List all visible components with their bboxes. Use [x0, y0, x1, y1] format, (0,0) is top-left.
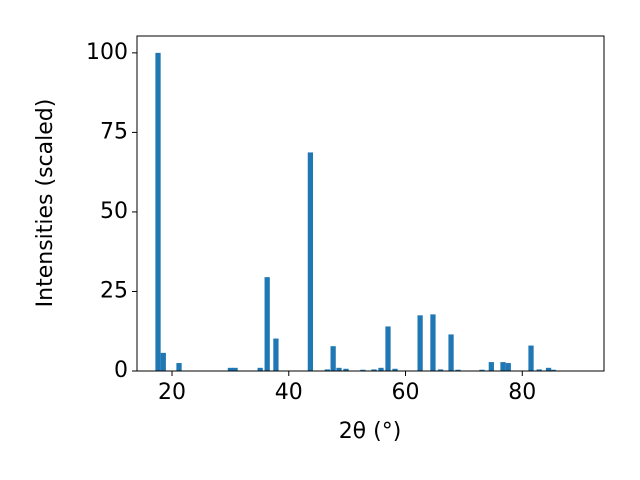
bar — [257, 367, 263, 371]
bar — [336, 367, 342, 371]
plot-frame — [136, 35, 605, 372]
bar — [448, 334, 454, 371]
x-tick-label: 80 — [508, 380, 536, 405]
bar — [264, 277, 270, 371]
y-tick-label: 50 — [100, 199, 128, 224]
bar — [227, 367, 234, 371]
x-tick-label: 40 — [275, 380, 303, 405]
bar — [455, 369, 461, 371]
bar — [550, 369, 556, 371]
bar — [155, 52, 161, 371]
bar — [417, 315, 423, 371]
x-tick-label: 20 — [158, 380, 186, 405]
bar — [160, 352, 166, 371]
bar — [545, 367, 552, 371]
bar — [371, 369, 377, 371]
y-tick-label: 100 — [86, 40, 128, 65]
bar — [536, 369, 542, 371]
y-tick-label: 0 — [114, 358, 128, 383]
bar — [392, 368, 398, 371]
bar — [437, 369, 444, 371]
bar — [360, 369, 366, 371]
bar — [232, 367, 238, 371]
bar — [528, 345, 534, 371]
bar — [307, 152, 314, 371]
bar — [488, 362, 494, 371]
bar — [500, 362, 506, 371]
bar — [273, 338, 279, 371]
bar — [324, 369, 330, 371]
y-tick-label: 25 — [100, 278, 128, 303]
bar — [378, 367, 384, 371]
bar — [385, 326, 391, 371]
bar — [330, 346, 336, 371]
x-axis-label: 2θ (°) — [339, 419, 402, 444]
bar — [343, 368, 349, 371]
bar — [505, 363, 511, 371]
bar — [479, 369, 485, 371]
bar — [176, 363, 182, 371]
bar — [430, 314, 436, 371]
x-tick-label: 60 — [392, 380, 420, 405]
y-tick-label: 75 — [100, 119, 128, 144]
y-axis-label: Intensities (scaled) — [33, 99, 58, 308]
